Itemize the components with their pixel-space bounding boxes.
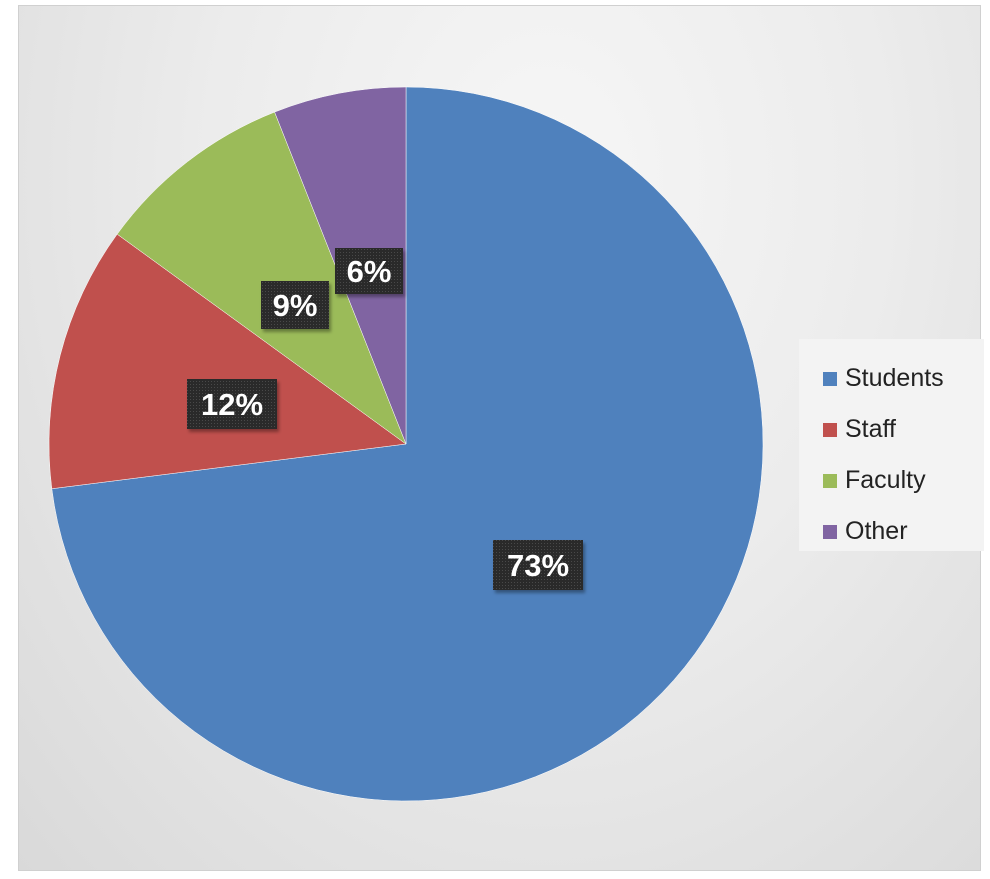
legend-swatch-staff (823, 422, 837, 437)
legend-label-faculty: Faculty (845, 466, 926, 494)
data-label-text: 9% (273, 288, 318, 323)
data-label-text: 73% (507, 548, 569, 583)
legend-item-faculty: Faculty (823, 455, 984, 506)
data-label-text: 6% (347, 254, 392, 289)
legend-label-staff: Staff (845, 415, 896, 443)
data-label-text: 12% (201, 387, 263, 422)
legend-item-staff: Staff (823, 404, 984, 455)
data-label-faculty: 9% (261, 281, 329, 329)
data-label-box (493, 540, 583, 590)
legend-swatch-faculty (823, 473, 837, 488)
pie-slices (48, 86, 764, 802)
legend-item-students: Students (823, 353, 984, 404)
legend-swatch-other (823, 524, 837, 539)
data-labels: 73% 12% 9% 6% (187, 248, 583, 590)
legend-item-other: Other (823, 506, 984, 557)
legend-label-students: Students (845, 364, 944, 392)
pie-slice-staff (48, 233, 407, 490)
data-label-students: 73% (493, 540, 583, 590)
pie-chart: 73% 12% 9% 6% (48, 86, 764, 802)
data-label-box (261, 281, 329, 329)
data-label-staff: 12% (187, 379, 277, 429)
data-label-other: 6% (335, 248, 403, 294)
data-label-box (187, 379, 277, 429)
pie-slice-faculty (116, 111, 407, 445)
data-label-box (335, 248, 403, 294)
legend-swatch-students (823, 371, 837, 386)
legend-label-other: Other (845, 517, 908, 545)
legend: Students Staff Faculty Other (799, 339, 984, 551)
pie-slice-students (51, 86, 764, 802)
chart-area: 73% 12% 9% 6% Students Staff Faculty Other (18, 5, 984, 871)
